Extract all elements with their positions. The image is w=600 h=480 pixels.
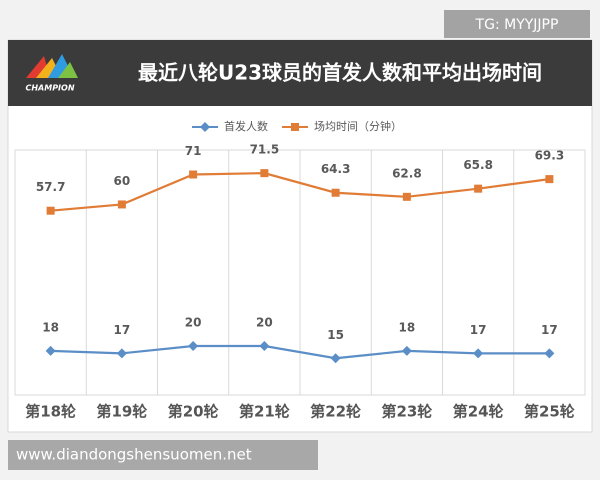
value-label: 20 [185,316,202,330]
point [188,341,199,351]
legend-label: 场均时间（分钟） [314,119,402,133]
x-tick-label: 第19轮 [96,403,147,421]
legend-marker [200,122,210,132]
x-tick-label: 第18轮 [25,403,76,421]
value-label: 15 [327,328,344,342]
point [544,348,555,359]
value-label: 17 [541,323,558,337]
value-label: 20 [256,316,273,330]
value-label: 60 [114,174,131,188]
value-label: 17 [470,323,487,337]
logo-shape [58,62,78,78]
legend-label: 首发人数 [224,119,268,133]
series-line [50,344,550,360]
value-label: 64.3 [321,162,351,176]
watermark-box [8,440,318,470]
value-label: 71.5 [250,143,280,157]
value-label: 18 [399,320,416,334]
x-tick-label: 第24轮 [453,403,504,421]
logo-text: CHAMPION [25,84,74,93]
point [331,188,340,197]
chart-title: 最近八轮U23球员的首发人数和平均出场时间 [138,61,542,85]
value-label: 69.3 [535,149,565,163]
point [259,341,270,351]
x-tick-label: 第20轮 [168,403,219,421]
point [260,169,269,178]
point [117,200,126,209]
watermark-box [444,10,590,38]
point [46,206,55,215]
point [474,184,483,193]
point [45,345,56,356]
series-line [50,172,550,212]
value-label: 71 [185,144,202,158]
header-band [8,40,592,106]
value-label: 62.8 [392,166,422,180]
point [473,348,484,359]
point [401,345,412,356]
point [330,353,341,364]
watermark: TG: MYYJJPP [475,17,559,33]
point [545,175,554,184]
x-tick-label: 第22轮 [310,403,361,421]
value-label: 65.8 [463,158,493,172]
value-label: 57.7 [36,180,66,194]
point [116,348,127,359]
value-label: 18 [42,320,59,334]
point [402,192,411,201]
watermark: www.diandongshensuomen.net [16,446,252,464]
value-label: 17 [114,323,131,337]
legend-marker [291,123,299,131]
point [189,170,198,179]
x-tick-label: 第25轮 [524,403,575,421]
x-tick-label: 第23轮 [381,403,432,421]
logo: CHAMPION [25,54,78,93]
x-tick-label: 第21轮 [239,403,290,421]
